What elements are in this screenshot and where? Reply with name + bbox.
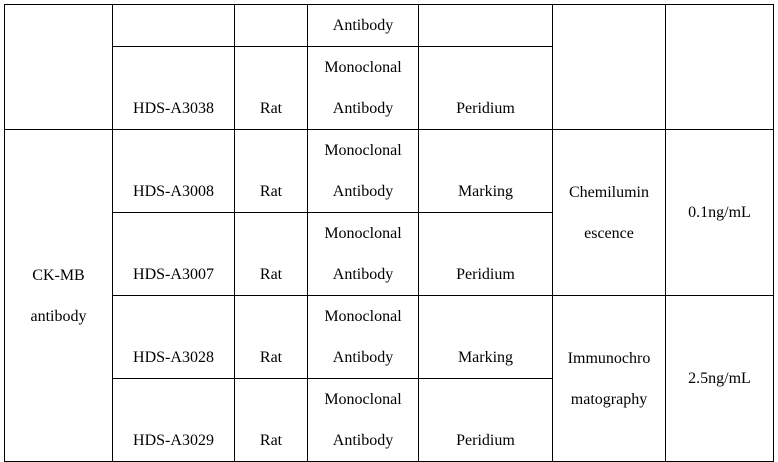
sensitivity-cell: 0.1ng/mL bbox=[665, 129, 774, 296]
antibody-type-cell: Monoclonal Antibody bbox=[307, 129, 419, 213]
antibody-type-line1: Monoclonal bbox=[324, 391, 402, 408]
product-code-cell bbox=[112, 4, 235, 47]
antibody-type-line1: Monoclonal bbox=[324, 225, 402, 242]
table-row: CK-MB antibody HDS-A3008 Rat Monoclonal … bbox=[4, 129, 774, 462]
sensitivity-cell-empty bbox=[665, 4, 774, 130]
host-cell: Rat bbox=[234, 295, 308, 379]
product-name-cell: CK-MB antibody bbox=[4, 129, 113, 462]
product-code-cell: HDS-A3007 bbox=[112, 212, 235, 296]
product-code-cell: HDS-A3028 bbox=[112, 295, 235, 379]
table-row: Antibody bbox=[4, 4, 774, 130]
sensitivity-cell: 2.5ng/mL bbox=[665, 295, 774, 462]
host-cell: Rat bbox=[234, 212, 308, 296]
antibody-type-line2: Antibody bbox=[332, 266, 394, 283]
method-line2: escence bbox=[584, 224, 634, 242]
method-cell: Chemilumin escence bbox=[552, 129, 666, 296]
usage-cell: Peridium bbox=[418, 212, 553, 296]
product-name-line2: antibody bbox=[30, 307, 87, 325]
antibody-type-cell: Antibody bbox=[307, 4, 419, 47]
product-code-cell: HDS-A3008 bbox=[112, 129, 235, 213]
method-line1: Chemilumin bbox=[569, 183, 649, 201]
product-cell-empty bbox=[4, 4, 113, 130]
usage-cell: Marking bbox=[418, 129, 553, 213]
table-row: HDS-A3028 Rat Monoclonal Antibody Markin… bbox=[5, 295, 774, 462]
product-code-cell: HDS-A3029 bbox=[112, 378, 235, 462]
method-line2: matography bbox=[570, 390, 648, 408]
antibody-type-line1: Monoclonal bbox=[324, 308, 402, 325]
product-name-line1: CK-MB bbox=[32, 266, 85, 284]
antibody-type-line2: Antibody bbox=[332, 100, 394, 117]
antibody-product-table: Antibody HDS-A3038 Rat Monoclonal Antibo… bbox=[4, 4, 774, 462]
product-code-cell: HDS-A3038 bbox=[112, 46, 235, 130]
antibody-type-cell: Monoclonal Antibody bbox=[307, 212, 419, 296]
host-cell bbox=[234, 4, 308, 47]
usage-cell: Peridium bbox=[418, 46, 553, 130]
antibody-type-line1: Monoclonal bbox=[324, 142, 402, 159]
usage-cell: Marking bbox=[418, 295, 553, 379]
table-row: HDS-A3029 Rat Monoclonal Antibody Peridi… bbox=[5, 378, 774, 462]
table-row: HDS-A3038 Rat Monoclonal Antibody Peridi… bbox=[5, 46, 774, 130]
antibody-type-cell: Monoclonal Antibody bbox=[307, 378, 419, 462]
antibody-type-cell: Monoclonal Antibody bbox=[307, 46, 419, 130]
usage-cell: Peridium bbox=[418, 378, 553, 462]
antibody-type-line2: Antibody bbox=[332, 17, 394, 34]
antibody-type-line2: Antibody bbox=[332, 432, 394, 449]
host-cell: Rat bbox=[234, 46, 308, 130]
method-cell-empty bbox=[552, 4, 666, 130]
table-row: HDS-A3007 Rat Monoclonal Antibody Peridi… bbox=[5, 212, 774, 296]
antibody-type-line2: Antibody bbox=[332, 349, 394, 366]
antibody-type-cell: Monoclonal Antibody bbox=[307, 295, 419, 379]
usage-cell bbox=[418, 4, 553, 47]
method-line1: Immunochro bbox=[567, 349, 651, 367]
host-cell: Rat bbox=[234, 378, 308, 462]
antibody-type-line2: Antibody bbox=[332, 183, 394, 200]
host-cell: Rat bbox=[234, 129, 308, 213]
antibody-type-line1: Monoclonal bbox=[324, 59, 402, 76]
method-cell: Immunochro matography bbox=[552, 295, 666, 462]
